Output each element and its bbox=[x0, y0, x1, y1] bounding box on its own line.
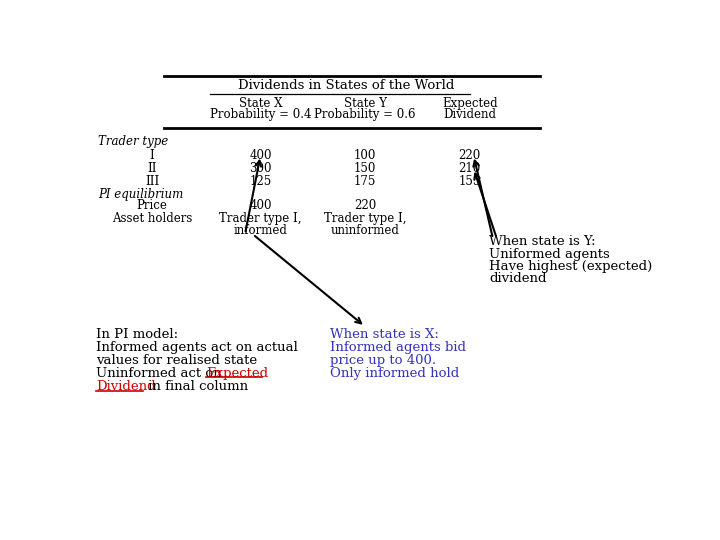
Text: When state is X:: When state is X: bbox=[330, 328, 439, 341]
Text: When state is Y:: When state is Y: bbox=[489, 235, 595, 248]
Text: 100: 100 bbox=[354, 149, 377, 162]
Text: Trader type I,: Trader type I, bbox=[324, 212, 406, 225]
Text: 220: 220 bbox=[354, 199, 377, 212]
Text: Expected: Expected bbox=[442, 97, 498, 110]
Text: 400: 400 bbox=[249, 199, 271, 212]
Text: 125: 125 bbox=[249, 176, 271, 188]
Text: in final column: in final column bbox=[144, 380, 248, 393]
Text: 400: 400 bbox=[249, 149, 271, 162]
Text: Expected: Expected bbox=[206, 367, 269, 380]
Text: 150: 150 bbox=[354, 162, 377, 176]
Text: 210: 210 bbox=[459, 162, 481, 176]
Text: 175: 175 bbox=[354, 176, 377, 188]
Text: Probability = 0.6: Probability = 0.6 bbox=[315, 109, 416, 122]
Text: Price: Price bbox=[137, 199, 168, 212]
Text: Dividends in States of the World: Dividends in States of the World bbox=[238, 79, 454, 92]
Text: 155: 155 bbox=[459, 176, 481, 188]
Text: III: III bbox=[145, 176, 159, 188]
Text: dividend: dividend bbox=[489, 272, 546, 285]
Text: PI equilibrium: PI equilibrium bbox=[98, 188, 183, 201]
Text: price up to 400.: price up to 400. bbox=[330, 354, 436, 367]
Text: I: I bbox=[150, 149, 154, 162]
Text: Asset holders: Asset holders bbox=[112, 212, 192, 225]
Text: Only informed hold: Only informed hold bbox=[330, 367, 459, 380]
Text: values for realised state: values for realised state bbox=[96, 354, 257, 367]
Text: Probability = 0.4: Probability = 0.4 bbox=[210, 109, 311, 122]
Text: II: II bbox=[148, 162, 157, 176]
Text: Informed agents bid: Informed agents bid bbox=[330, 341, 467, 354]
Text: Uniformed agents: Uniformed agents bbox=[489, 248, 610, 261]
Text: Trader type I,: Trader type I, bbox=[220, 212, 302, 225]
Text: State X: State X bbox=[239, 97, 282, 110]
Text: Dividend: Dividend bbox=[444, 109, 496, 122]
Text: 220: 220 bbox=[459, 149, 481, 162]
Text: Uninformed act on: Uninformed act on bbox=[96, 367, 226, 380]
Text: Trader type: Trader type bbox=[98, 136, 168, 148]
Text: Informed agents act on actual: Informed agents act on actual bbox=[96, 341, 298, 354]
Text: informed: informed bbox=[233, 224, 287, 237]
Text: Have highest (expected): Have highest (expected) bbox=[489, 260, 652, 273]
Text: Dividend: Dividend bbox=[96, 380, 156, 393]
Text: uninformed: uninformed bbox=[330, 224, 400, 237]
Text: 300: 300 bbox=[249, 162, 271, 176]
Text: In PI model:: In PI model: bbox=[96, 328, 179, 341]
Text: State Y: State Y bbox=[343, 97, 387, 110]
